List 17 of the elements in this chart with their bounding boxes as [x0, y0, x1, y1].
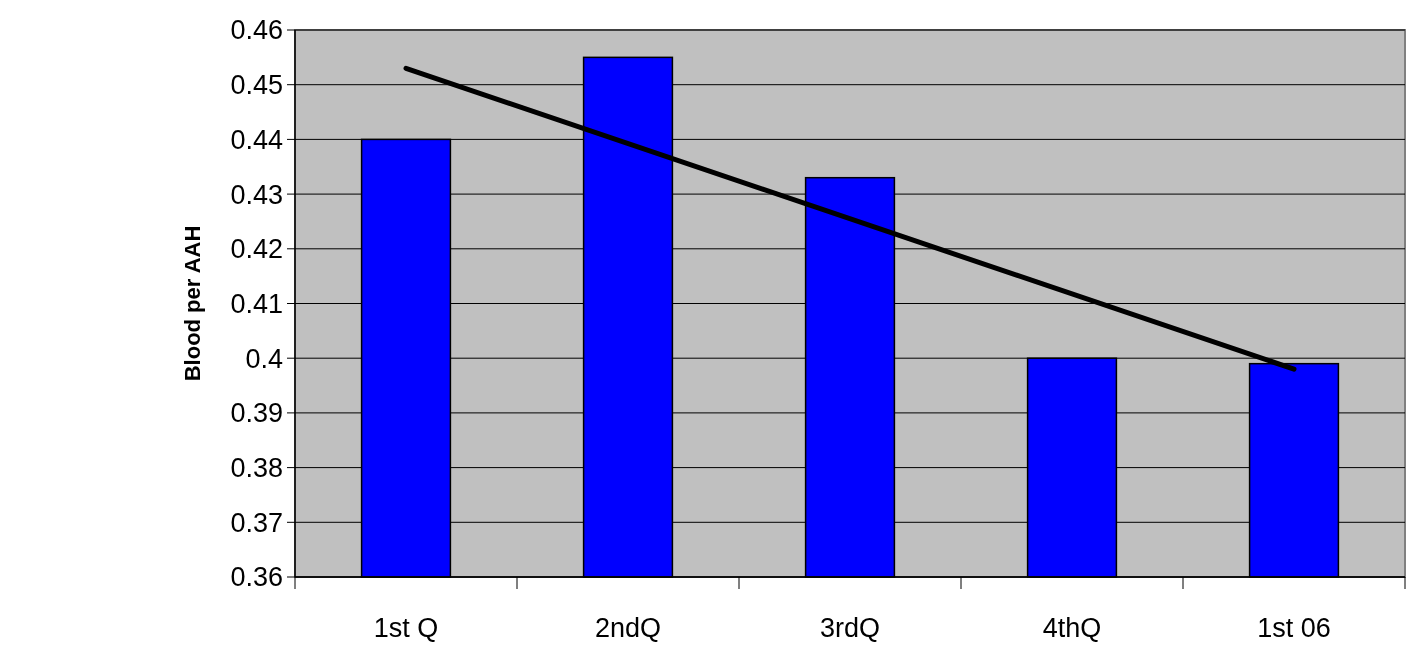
x-tick-label: 2ndQ — [594, 613, 662, 643]
y-tick-label: 0.39 — [230, 398, 283, 429]
x-tick-label: 3rdQ — [819, 613, 881, 643]
x-tick-label: 1st Q — [373, 613, 439, 643]
x-tick-label: 4thQ — [1042, 613, 1102, 643]
x-tick-label: 1st 06 — [1257, 613, 1331, 643]
y-tick-label: 0.44 — [230, 124, 283, 155]
y-axis-title: Blood per AAH — [180, 225, 205, 382]
y-tick-label: 0.36 — [230, 562, 283, 593]
y-tick-label: 0.43 — [230, 179, 283, 210]
y-tick-label: 0.42 — [230, 234, 283, 265]
y-tick-label: 0.4 — [245, 343, 283, 374]
y-tick-label: 0.37 — [230, 507, 283, 538]
y-tick-label: 0.41 — [230, 288, 283, 319]
y-tick-label: 0.45 — [230, 70, 283, 101]
y-tick-label: 0.38 — [230, 453, 283, 484]
y-tick-label: 0.46 — [230, 15, 283, 46]
